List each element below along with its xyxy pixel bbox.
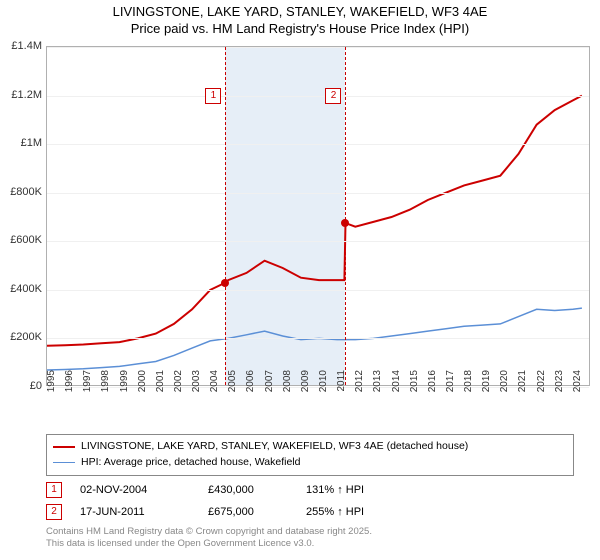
marker-box: 1 bbox=[205, 88, 221, 104]
y-gridline bbox=[47, 338, 589, 339]
x-tick-label: 2018 bbox=[463, 370, 474, 410]
x-tick-label: 2005 bbox=[227, 370, 238, 410]
legend-label: LIVINGSTONE, LAKE YARD, STANLEY, WAKEFIE… bbox=[81, 439, 468, 455]
series-lines bbox=[47, 47, 591, 387]
x-tick-label: 1995 bbox=[46, 370, 57, 410]
x-tick-label: 2013 bbox=[372, 370, 383, 410]
sale-date: 02-NOV-2004 bbox=[80, 484, 190, 496]
marker-box: 2 bbox=[325, 88, 341, 104]
legend-row: HPI: Average price, detached house, Wake… bbox=[53, 455, 567, 471]
series-price_paid bbox=[47, 96, 582, 346]
legend: LIVINGSTONE, LAKE YARD, STANLEY, WAKEFIE… bbox=[46, 434, 574, 476]
y-tick-label: £1M bbox=[21, 137, 42, 149]
footnote: Contains HM Land Registry data © Crown c… bbox=[46, 526, 574, 551]
x-tick-label: 2017 bbox=[445, 370, 456, 410]
x-tick-label: 2008 bbox=[282, 370, 293, 410]
y-tick-label: £1.2M bbox=[11, 89, 42, 101]
marker-line bbox=[345, 47, 346, 385]
sale-marker: 2 bbox=[46, 504, 62, 520]
legend-label: HPI: Average price, detached house, Wake… bbox=[81, 455, 300, 471]
sales-table: 1 02-NOV-2004 £430,000 131% ↑ HPI 2 17-JUN-20… bbox=[46, 482, 574, 520]
sale-row: 2 17-JUN-2011 £675,000 255% ↑ HPI bbox=[46, 504, 574, 520]
y-gridline bbox=[47, 47, 589, 48]
x-tick-label: 2006 bbox=[245, 370, 256, 410]
x-tick-label: 2015 bbox=[409, 370, 420, 410]
x-tick-label: 1999 bbox=[119, 370, 130, 410]
sale-price: £430,000 bbox=[208, 484, 288, 496]
x-tick-label: 2024 bbox=[572, 370, 583, 410]
y-gridline bbox=[47, 193, 589, 194]
y-tick-label: £1.4M bbox=[11, 40, 42, 52]
y-tick-label: £400K bbox=[10, 283, 42, 295]
x-tick-label: 2022 bbox=[536, 370, 547, 410]
sale-marker: 1 bbox=[46, 482, 62, 498]
sale-price: £675,000 bbox=[208, 506, 288, 518]
x-tick-label: 2003 bbox=[191, 370, 202, 410]
y-tick-label: £600K bbox=[10, 234, 42, 246]
sale-hpi: 131% ↑ HPI bbox=[306, 484, 416, 496]
x-tick-label: 2021 bbox=[517, 370, 528, 410]
x-tick-label: 1998 bbox=[100, 370, 111, 410]
chart-container: LIVINGSTONE, LAKE YARD, STANLEY, WAKEFIE… bbox=[0, 0, 600, 560]
y-tick-label: £800K bbox=[10, 186, 42, 198]
x-tick-label: 2000 bbox=[137, 370, 148, 410]
y-tick-label: £0 bbox=[30, 380, 42, 392]
sale-row: 1 02-NOV-2004 £430,000 131% ↑ HPI bbox=[46, 482, 574, 498]
x-tick-label: 2004 bbox=[209, 370, 220, 410]
sale-date: 17-JUN-2011 bbox=[80, 506, 190, 518]
x-tick-label: 2016 bbox=[427, 370, 438, 410]
x-tick-label: 2011 bbox=[336, 370, 347, 410]
x-tick-label: 2001 bbox=[155, 370, 166, 410]
x-tick-label: 1996 bbox=[64, 370, 75, 410]
x-tick-label: 2023 bbox=[554, 370, 565, 410]
marker-line bbox=[225, 47, 226, 385]
footnote-line-2: This data is licensed under the Open Gov… bbox=[46, 538, 574, 550]
title-line-2: Price paid vs. HM Land Registry's House … bbox=[0, 21, 600, 38]
y-gridline bbox=[47, 241, 589, 242]
y-gridline bbox=[47, 290, 589, 291]
plot-area: 12 bbox=[46, 46, 590, 386]
y-gridline bbox=[47, 96, 589, 97]
x-tick-label: 2010 bbox=[318, 370, 329, 410]
chart-area: 12 £0£200K£400K£600K£800K£1M£1.2M£1.4M19… bbox=[46, 46, 590, 406]
x-tick-label: 2019 bbox=[481, 370, 492, 410]
sale-hpi: 255% ↑ HPI bbox=[306, 506, 416, 518]
y-tick-label: £200K bbox=[10, 331, 42, 343]
legend-block: LIVINGSTONE, LAKE YARD, STANLEY, WAKEFIE… bbox=[46, 434, 574, 550]
x-tick-label: 2007 bbox=[264, 370, 275, 410]
legend-swatch bbox=[53, 462, 75, 463]
legend-swatch bbox=[53, 446, 75, 448]
sale-dot bbox=[221, 279, 229, 287]
title-line-1: LIVINGSTONE, LAKE YARD, STANLEY, WAKEFIE… bbox=[0, 4, 600, 21]
x-tick-label: 2009 bbox=[300, 370, 311, 410]
x-tick-label: 2012 bbox=[354, 370, 365, 410]
y-gridline bbox=[47, 144, 589, 145]
legend-row: LIVINGSTONE, LAKE YARD, STANLEY, WAKEFIE… bbox=[53, 439, 567, 455]
x-tick-label: 2020 bbox=[499, 370, 510, 410]
chart-title: LIVINGSTONE, LAKE YARD, STANLEY, WAKEFIE… bbox=[0, 0, 600, 38]
x-tick-label: 2014 bbox=[391, 370, 402, 410]
x-tick-label: 1997 bbox=[82, 370, 93, 410]
sale-dot bbox=[341, 219, 349, 227]
x-tick-label: 2002 bbox=[173, 370, 184, 410]
footnote-line-1: Contains HM Land Registry data © Crown c… bbox=[46, 526, 574, 538]
